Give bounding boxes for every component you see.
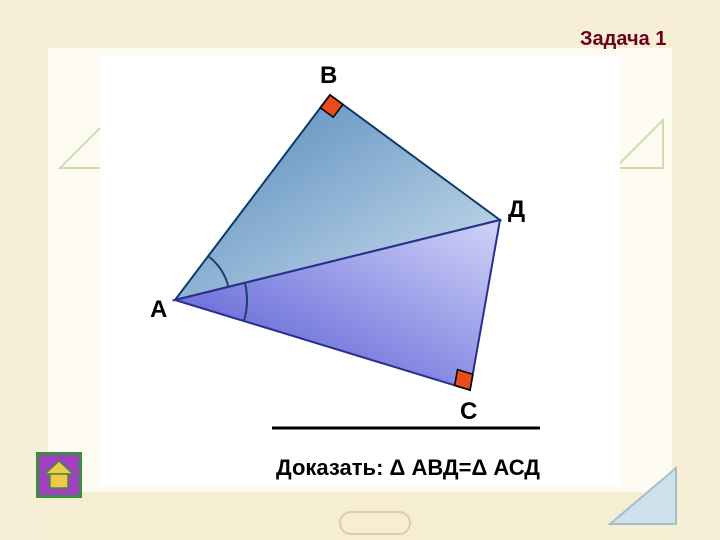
- task-title: Задача 1: [580, 28, 666, 51]
- home-button[interactable]: [36, 452, 82, 498]
- vertex-label-d: Д: [508, 196, 525, 224]
- prove-text: Доказать: Δ АВД=Δ АСД: [276, 455, 540, 481]
- home-icon: [42, 458, 76, 492]
- slide-root: А В С Д Задача 1 Доказать: Δ АВД=Δ АСД: [0, 0, 720, 540]
- vertex-label-c: С: [460, 398, 477, 426]
- vertex-label-b: В: [320, 62, 337, 90]
- vertex-label-a: А: [150, 296, 167, 324]
- right-angle-mark-c: [455, 370, 473, 390]
